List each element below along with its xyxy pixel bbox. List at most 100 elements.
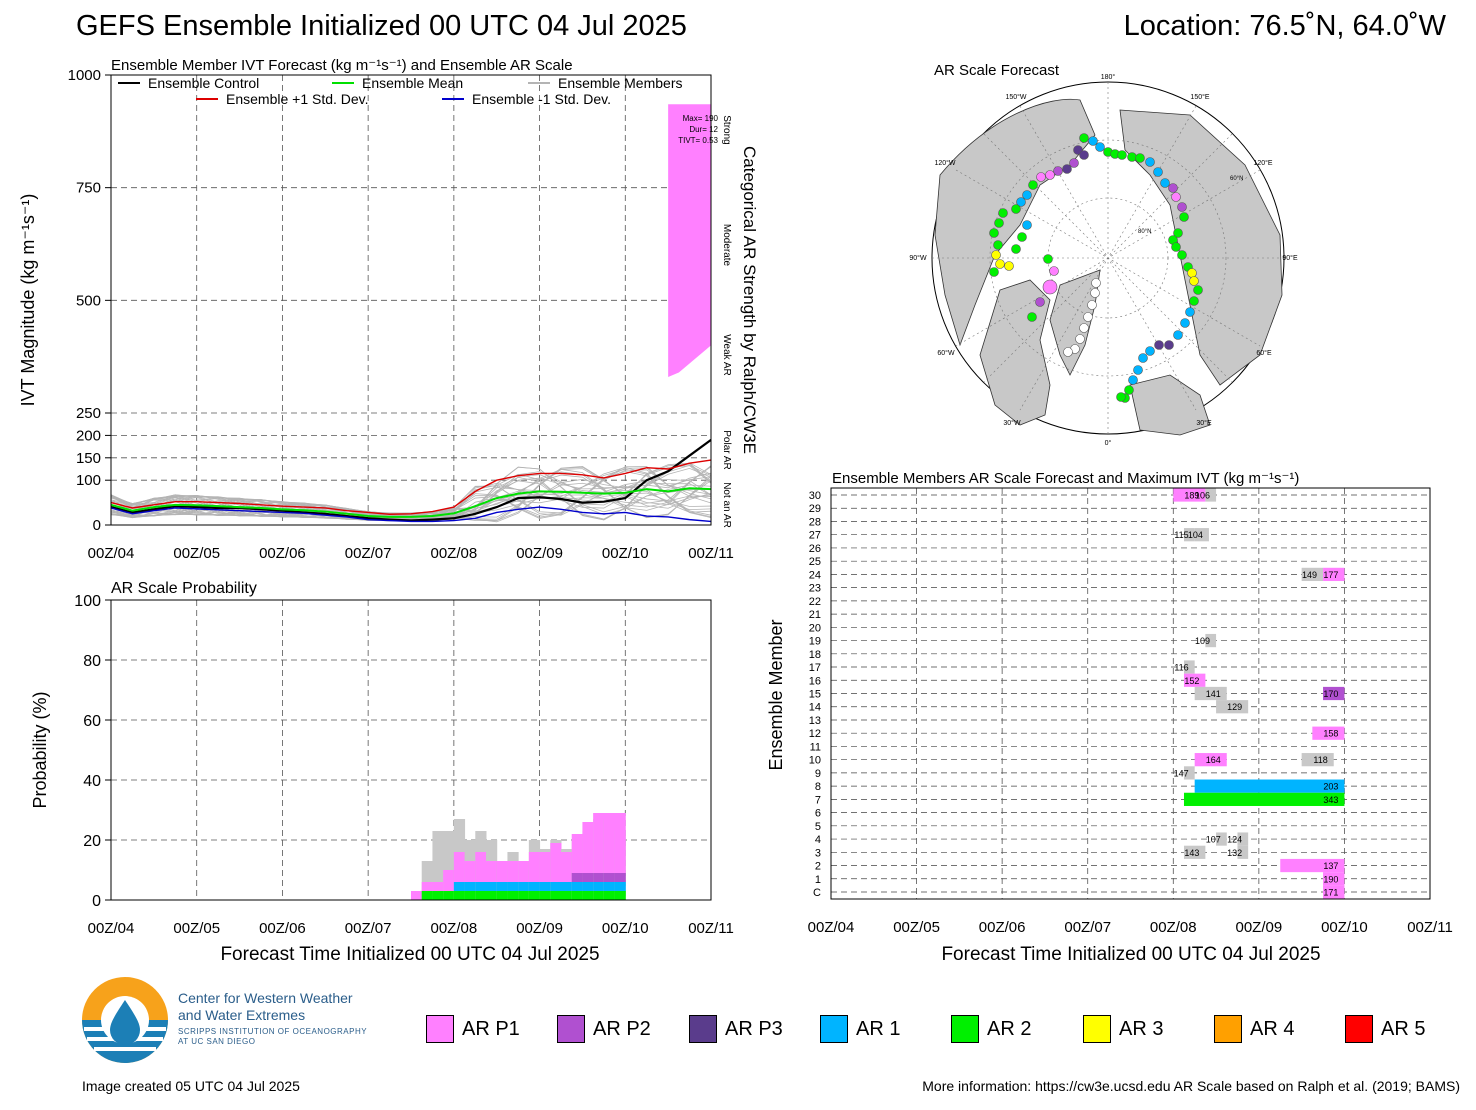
prob-bar-p1	[453, 852, 466, 882]
map-lon-label: 180°	[1101, 73, 1116, 81]
ivt-legend-label: Ensemble +1 Std. Dev.	[226, 91, 369, 107]
prob-bar-ar2	[561, 891, 573, 900]
map-lon-label: 60°E	[1256, 349, 1272, 357]
members-row-label: 11	[810, 741, 821, 753]
members-chart: Ensemble Members AR Scale Forecast and M…	[766, 470, 1453, 965]
prob-bar-p2	[614, 873, 626, 882]
ivt-category-label: Strong	[721, 115, 732, 144]
map-ar-point	[1117, 150, 1127, 160]
prob-y-tick-label: 40	[83, 773, 101, 790]
members-segment-label: 149	[1302, 570, 1317, 580]
members-x-tick-label: 00Z/07	[1064, 919, 1111, 936]
members-segment-label: 190	[1323, 874, 1338, 884]
members-segment-not_ar	[1183, 845, 1206, 859]
map-ar-point	[989, 228, 999, 238]
ivt-x-tick-label: 00Z/09	[516, 545, 563, 562]
map-ar-point	[1173, 330, 1183, 340]
members-row-label: 4	[815, 834, 821, 846]
members-x-tick-label: 00Z/09	[1236, 919, 1283, 936]
map-ar-point	[1011, 244, 1021, 254]
prob-bar-ar2	[614, 891, 626, 900]
more-info: More information: https://cw3e.ucsd.edu …	[922, 1078, 1460, 1094]
prob-bar-not-ar	[443, 831, 455, 900]
map-ar-point	[1035, 297, 1045, 307]
map-land-greenland	[1049, 269, 1101, 376]
map-ar-point	[1135, 153, 1145, 163]
members-row-label: 15	[809, 689, 821, 701]
prob-bar-ar2	[593, 891, 605, 900]
map-ar-point	[1079, 323, 1089, 333]
ivt-x-tick-label: 00Z/07	[345, 545, 392, 562]
members-row-label: 9	[815, 768, 821, 780]
ivt-category-label: Weak AR	[721, 334, 732, 376]
ivt-x-tick-label: 00Z/08	[431, 545, 478, 562]
prob-bar-ar1	[571, 882, 583, 891]
ivt-right-label: Categorical AR Strength by Ralph/CW3E	[740, 146, 759, 454]
prob-bar-p1	[411, 891, 423, 900]
map-ar-point	[1187, 268, 1197, 278]
prob-bar-ar2	[518, 891, 530, 900]
map-ar-point	[1189, 296, 1199, 306]
map-ar-point	[1127, 152, 1137, 162]
ivt-x-tick-label: 00Z/10	[602, 545, 649, 562]
map-ar-point	[1017, 232, 1027, 242]
members-x-tick-label: 00Z/06	[979, 919, 1026, 936]
prob-bar-p1	[443, 870, 455, 891]
map-ar-point	[1004, 261, 1014, 271]
prob-bar-p2	[603, 873, 616, 882]
map-ar-point	[1133, 365, 1143, 375]
ar-map: AR Scale Forecast 180° 150°E 120°E 90°E 60°E…	[909, 62, 1298, 447]
map-ar-point	[1189, 276, 1199, 286]
page-title: GEFS Ensemble Initialized 00 UTC 04 Jul …	[76, 10, 687, 42]
legend-item-ar-3: AR 3	[1083, 1014, 1163, 1044]
map-land-north-america	[934, 98, 1096, 347]
prob-bar-ar2	[464, 891, 476, 900]
legend-label: AR 1	[856, 1017, 901, 1040]
map-lon-label: 120°E	[1253, 159, 1272, 167]
map-ar-point	[1090, 288, 1100, 298]
prob-bar-p1	[528, 852, 541, 882]
ivt-category-label: Polar AR	[721, 430, 732, 469]
legend-item-ar-p3: AR P3	[689, 1014, 783, 1044]
ivt-x-tick-label: 00Z/11	[688, 545, 734, 562]
members-row-label: 3	[815, 847, 821, 859]
map-lon-label: 90°W	[909, 254, 927, 262]
legend-swatch	[426, 1015, 454, 1043]
members-row-label: 20	[809, 622, 821, 634]
map-lon-label: 150°W	[1005, 93, 1026, 101]
members-row-label: 23	[809, 583, 821, 595]
map-ar-point	[994, 218, 1004, 228]
legend-item-ar-1: AR 1	[820, 1014, 900, 1044]
members-segment-not_ar	[1205, 633, 1217, 648]
prob-bar-p1	[550, 843, 562, 882]
prob-bar-ar2	[539, 891, 551, 900]
map-ar-point	[1069, 158, 1079, 168]
ivt-y-tick-label: 500	[76, 292, 101, 309]
members-segment-not_ar	[1183, 528, 1195, 542]
members-row-label: 5	[815, 821, 821, 833]
members-row-label: 18	[809, 649, 821, 661]
prob-x-tick-label: 00Z/04	[88, 920, 135, 937]
prob-bar-ar1	[550, 882, 562, 891]
water-drop-icon	[110, 1000, 140, 1045]
map-ar-point	[1179, 212, 1189, 222]
members-segment-not_ar	[1301, 753, 1334, 767]
map-ar-point	[1177, 250, 1187, 260]
members-segment-ar2	[1183, 792, 1345, 806]
members-segment-label: 189	[1184, 491, 1199, 501]
members-row-label: 6	[815, 808, 821, 820]
prob-bar-ar2	[507, 891, 519, 900]
map-ar-point	[993, 240, 1003, 250]
prob-bar-ar2	[432, 891, 444, 900]
ivt-legend-label: Ensemble Mean	[362, 75, 463, 91]
prob-frame	[110, 599, 712, 901]
prob-bar-ar1	[507, 882, 519, 891]
members-segment-label: 124	[1227, 835, 1242, 845]
legend-item-ar-5: AR 5	[1345, 1014, 1425, 1044]
members-segment-label: 143	[1184, 848, 1199, 858]
legend-label: AR 5	[1381, 1017, 1426, 1040]
map-lon-label: 150°E	[1190, 93, 1209, 101]
map-ar-point	[1027, 312, 1037, 322]
prob-y-label: Probability (%)	[30, 691, 50, 808]
map-lon-label: 60°W	[937, 349, 955, 357]
